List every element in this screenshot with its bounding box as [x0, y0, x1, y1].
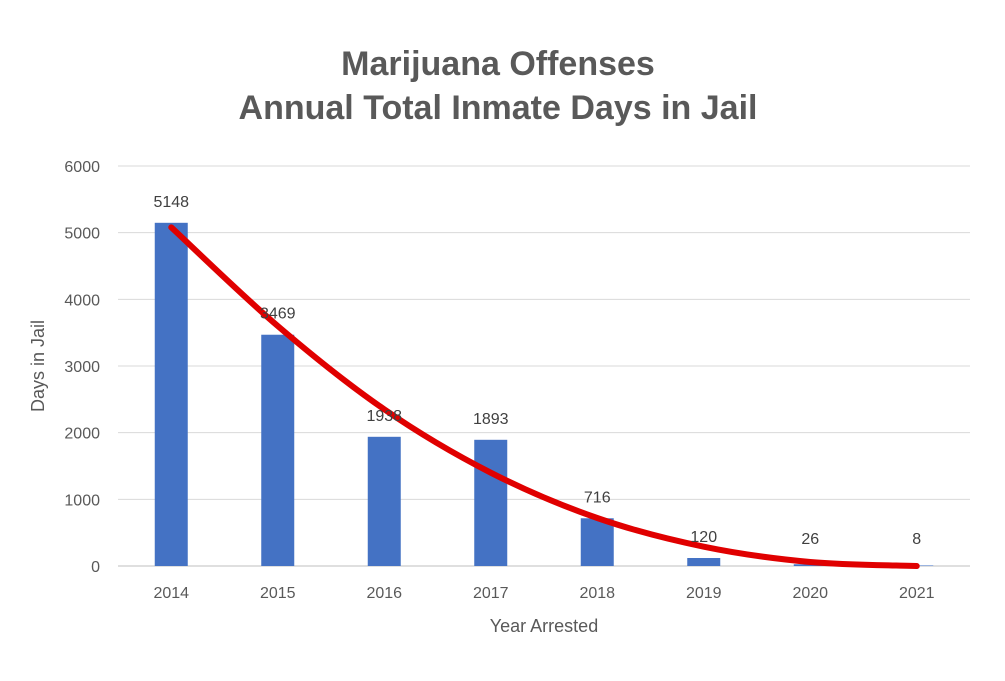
y-tick-labels: 0 1000 2000 3000 4000 5000 6000: [64, 159, 100, 576]
y-tick-label: 0: [91, 559, 100, 576]
y-tick-label: 2000: [64, 426, 100, 443]
y-tick-label: 1000: [64, 492, 100, 509]
bar: [261, 334, 295, 566]
y-tick-label: 5000: [64, 226, 100, 243]
data-label: 26: [801, 531, 819, 548]
y-tick-label: 3000: [64, 359, 100, 376]
data-label: 716: [584, 489, 611, 506]
data-label: 1893: [473, 411, 509, 428]
bar: [474, 439, 508, 566]
trendline: [168, 224, 920, 569]
y-tick-label: 6000: [64, 159, 100, 176]
data-label: 1938: [366, 408, 402, 425]
x-tick-labels: 2014 2015 2016 2017 2018 2019 2020 2021: [153, 585, 934, 602]
bar: [793, 564, 827, 566]
x-tick-label: 2019: [686, 585, 722, 602]
data-label: 3469: [260, 306, 296, 323]
y-tick-label: 4000: [64, 292, 100, 309]
x-tick-label: 2014: [153, 585, 189, 602]
data-label: 5148: [153, 194, 189, 211]
x-tick-label: 2015: [260, 585, 296, 602]
bar: [687, 558, 721, 566]
chart-title-line-2: Annual Total Inmate Days in Jail: [238, 89, 758, 127]
data-label: 120: [690, 529, 717, 546]
bar: [367, 436, 401, 566]
x-axis-title: Year Arrested: [490, 616, 598, 636]
x-tick-label: 2016: [366, 585, 402, 602]
chart-title-line-1: Marijuana Offenses: [341, 45, 655, 83]
gridlines: [118, 165, 970, 567]
data-labels: 5148 3469 1938 1893 716 120 26 8: [153, 194, 921, 548]
x-tick-label: 2021: [899, 585, 935, 602]
bar: [154, 222, 188, 567]
x-tick-label: 2017: [473, 585, 509, 602]
chart-title: Marijuana Offenses Annual Total Inmate D…: [0, 42, 996, 130]
x-tick-label: 2018: [579, 585, 615, 602]
trendline-group: [168, 224, 920, 569]
y-axis-title: Days in Jail: [28, 320, 48, 412]
bars: [154, 222, 934, 567]
data-label: 8: [912, 531, 921, 548]
x-tick-label: 2020: [792, 585, 828, 602]
bar: [580, 518, 614, 566]
